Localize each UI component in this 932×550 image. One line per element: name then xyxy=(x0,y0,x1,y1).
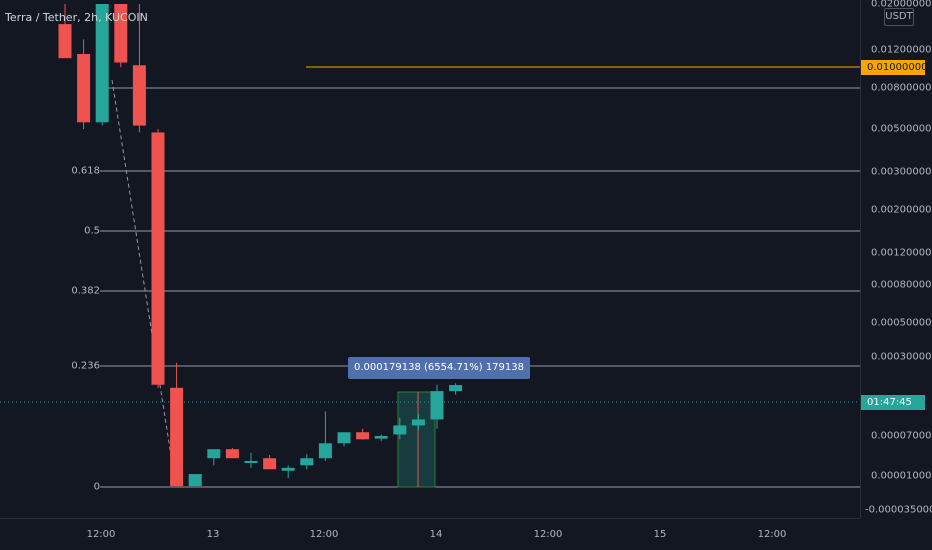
chart-area[interactable]: Terra / Tether, 2h, KUCOIN 0.618 0.5 0.3… xyxy=(0,0,860,518)
countdown-tag: 01:47:45 xyxy=(861,395,925,410)
measure-tooltip: 0.000179138 (6554.71%) 179138 xyxy=(348,357,530,379)
candle-body xyxy=(411,419,425,426)
price-axis[interactable]: 0.020000000 0.012000000 0.008000000 0.00… xyxy=(860,0,932,518)
symbol-title[interactable]: Terra / Tether, 2h, KUCOIN xyxy=(5,11,148,24)
candle-body xyxy=(58,24,72,59)
chart-canvas[interactable] xyxy=(0,0,860,518)
candle-body xyxy=(300,458,314,466)
price-tick: 0.008000000 xyxy=(871,82,932,94)
time-tick: 12:00 xyxy=(533,529,563,540)
time-tick: 13 xyxy=(206,529,220,540)
candle-body xyxy=(281,467,295,471)
candle-body xyxy=(337,432,351,444)
price-tick: 0.000300000 xyxy=(871,351,932,363)
candle-body xyxy=(374,436,388,439)
candle-body xyxy=(225,449,239,459)
candle-body xyxy=(449,385,463,392)
candle-body xyxy=(263,458,277,470)
currency-selector[interactable]: USDT xyxy=(884,8,914,26)
candle-body xyxy=(430,391,444,420)
time-tick: 15 xyxy=(653,529,667,540)
horizontal-line-price-tag: 0.010000000 xyxy=(861,60,932,75)
candle-body xyxy=(170,387,184,487)
fib-level-label: 0.236 xyxy=(71,360,100,372)
price-tick: 0.005000000 xyxy=(871,123,932,135)
measure-box xyxy=(397,391,436,488)
fib-level-label: 0.382 xyxy=(71,285,100,297)
price-tick: 0.020000000 xyxy=(871,0,932,10)
fib-level-label: 0.618 xyxy=(71,165,100,177)
candle-body xyxy=(318,443,332,459)
price-tick: 0.000070000 xyxy=(871,430,932,442)
time-tick: 14 xyxy=(429,529,443,540)
price-tick: -0.000035000 xyxy=(865,504,932,516)
price-tick: 0.003000000 xyxy=(871,166,932,178)
price-tick: 0.012000000 xyxy=(871,44,932,56)
candle-body xyxy=(132,65,146,126)
candle-body xyxy=(207,449,221,459)
candle-body xyxy=(77,53,91,123)
candle-body xyxy=(393,425,407,435)
time-tick: 12:00 xyxy=(757,529,787,540)
candle-body xyxy=(356,432,370,440)
time-tick: 12:00 xyxy=(86,529,116,540)
price-tick: 0.000010000 xyxy=(871,470,932,482)
fib-trend-line xyxy=(111,79,177,488)
fib-level-label: 0 xyxy=(93,481,100,493)
price-tick: 0.002000000 xyxy=(871,204,932,216)
candle-body xyxy=(244,460,258,463)
candle-body xyxy=(151,132,165,385)
price-tick: 0.000800000 xyxy=(871,279,932,291)
price-tick: 0.000500000 xyxy=(871,317,932,329)
candle-body xyxy=(114,4,128,63)
fib-level-label: 0.5 xyxy=(84,225,100,237)
time-tick: 12:00 xyxy=(309,529,339,540)
candle-body xyxy=(188,474,202,487)
time-axis[interactable]: 12:00 13 12:00 14 12:00 15 12:00 xyxy=(0,518,860,550)
candle-body xyxy=(95,4,109,123)
price-tick: 0.001200000 xyxy=(871,247,932,259)
